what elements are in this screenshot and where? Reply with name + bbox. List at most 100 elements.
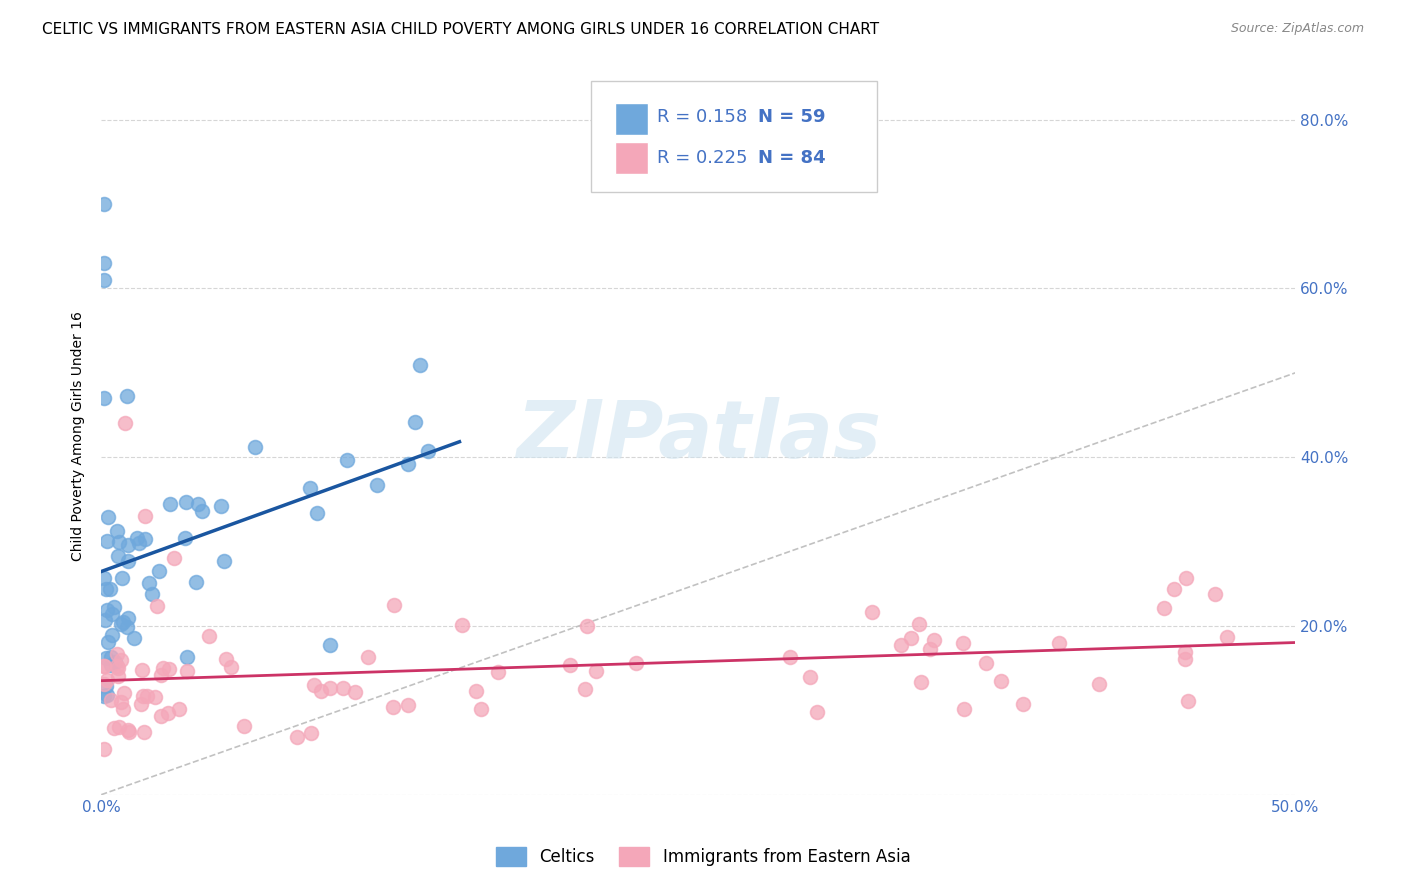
Point [103, 599, 125, 614]
Point [184, 575, 207, 590]
Y-axis label: Child Poverty Among Girls Under 16: Child Poverty Among Girls Under 16 [72, 311, 86, 561]
Point [114, 417, 136, 431]
Point [112, 686, 135, 700]
Point [299, 726, 322, 740]
Point [190, 504, 212, 518]
Point [318, 681, 340, 696]
Point [107, 720, 129, 734]
Point [141, 587, 163, 601]
Point [93, 256, 115, 270]
Point [952, 636, 974, 650]
Point [107, 669, 129, 683]
Point [799, 670, 821, 684]
Point [1163, 582, 1185, 596]
Point [1153, 601, 1175, 615]
Point [94, 679, 117, 693]
Point [157, 662, 180, 676]
Point [574, 681, 596, 696]
Point [107, 658, 129, 673]
Text: R = 0.225: R = 0.225 [657, 149, 747, 167]
Point [336, 453, 359, 467]
Point [96, 688, 118, 702]
Point [974, 656, 997, 670]
Point [134, 532, 156, 546]
Point [319, 638, 342, 652]
Point [900, 631, 922, 645]
Point [187, 498, 209, 512]
Point [576, 619, 599, 633]
Point [117, 724, 139, 739]
Point [862, 605, 884, 619]
Point [98, 582, 121, 597]
Point [117, 554, 139, 568]
Point [167, 702, 190, 716]
Point [409, 358, 432, 372]
Point [150, 667, 173, 681]
Point [93, 659, 115, 673]
Point [111, 571, 134, 585]
Point [117, 723, 139, 737]
Point [107, 661, 129, 675]
Point [93, 273, 115, 287]
Point [117, 620, 139, 634]
Point [97, 510, 120, 524]
Point [110, 653, 132, 667]
Point [128, 536, 150, 550]
Point [100, 693, 122, 707]
Point [910, 674, 932, 689]
Text: R = 0.158: R = 0.158 [657, 108, 747, 126]
Point [93, 689, 115, 703]
Point [1174, 645, 1197, 659]
Point [117, 538, 139, 552]
FancyBboxPatch shape [614, 142, 648, 174]
Point [198, 629, 221, 643]
Point [285, 730, 308, 744]
Point [96, 673, 118, 688]
Point [922, 632, 945, 647]
Point [470, 702, 492, 716]
Point [332, 681, 354, 695]
Point [93, 197, 115, 211]
Point [464, 684, 486, 698]
Point [93, 658, 115, 673]
Point [104, 655, 127, 669]
Point [131, 663, 153, 677]
Point [107, 549, 129, 564]
Point [110, 616, 132, 631]
Point [93, 676, 115, 690]
Point [990, 674, 1012, 689]
Point [163, 551, 186, 566]
Point [215, 652, 238, 666]
Point [105, 648, 128, 662]
Point [134, 509, 156, 524]
Point [93, 571, 115, 585]
Text: N = 59: N = 59 [758, 108, 825, 126]
Point [173, 531, 195, 545]
Point [1012, 697, 1035, 711]
Point [890, 638, 912, 652]
Point [1177, 694, 1199, 708]
Point [396, 457, 419, 471]
Point [626, 656, 648, 670]
Point [146, 599, 169, 614]
Point [486, 665, 509, 679]
Point [156, 706, 179, 721]
FancyBboxPatch shape [614, 103, 648, 135]
Point [450, 618, 472, 632]
Point [100, 649, 122, 664]
Point [1216, 631, 1239, 645]
Point [96, 603, 118, 617]
Point [117, 611, 139, 625]
Point [111, 615, 134, 629]
Point [214, 554, 236, 568]
Point [176, 495, 198, 509]
Point [305, 506, 328, 520]
Point [219, 659, 242, 673]
Point [1175, 571, 1198, 585]
Point [94, 582, 117, 597]
Point [111, 702, 134, 716]
Point [298, 481, 321, 495]
Point [122, 631, 145, 645]
Point [131, 698, 153, 712]
Point [176, 649, 198, 664]
